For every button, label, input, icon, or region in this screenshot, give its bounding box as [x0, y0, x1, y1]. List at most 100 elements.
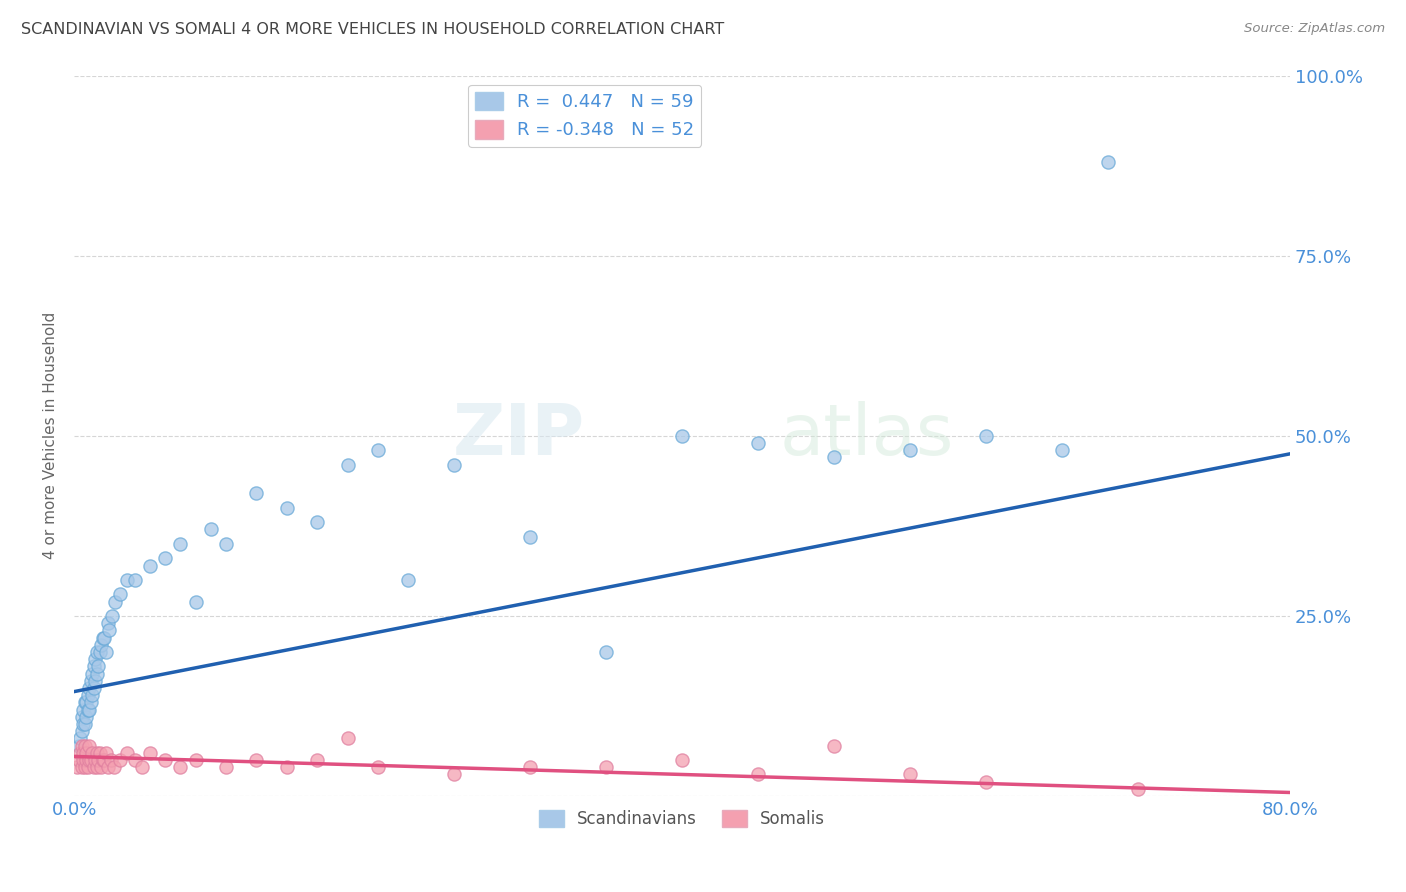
Point	[72, 717, 94, 731]
Point	[73, 739, 96, 753]
Point	[91, 631, 114, 645]
Point	[87, 659, 110, 673]
Point	[80, 753, 103, 767]
Point	[443, 458, 465, 472]
Point	[82, 746, 104, 760]
Point	[155, 551, 177, 566]
Point	[276, 500, 298, 515]
Point	[367, 443, 389, 458]
Point	[307, 516, 329, 530]
Point	[108, 753, 131, 767]
Point	[184, 753, 207, 767]
Point	[69, 731, 91, 746]
Point	[86, 746, 108, 760]
Point	[84, 753, 107, 767]
Text: ZIP: ZIP	[453, 401, 585, 470]
Point	[83, 659, 105, 673]
Point	[155, 753, 177, 767]
Point	[70, 710, 93, 724]
Point	[89, 645, 111, 659]
Point	[103, 760, 125, 774]
Point	[73, 760, 96, 774]
Point	[80, 695, 103, 709]
Point	[974, 774, 997, 789]
Point	[595, 760, 617, 774]
Point	[307, 753, 329, 767]
Point	[1050, 443, 1073, 458]
Point	[98, 624, 121, 638]
Point	[443, 767, 465, 781]
Point	[84, 652, 107, 666]
Point	[91, 753, 114, 767]
Point	[898, 767, 921, 781]
Point	[72, 746, 94, 760]
Point	[76, 760, 98, 774]
Text: Source: ZipAtlas.com: Source: ZipAtlas.com	[1244, 22, 1385, 36]
Point	[90, 638, 112, 652]
Point	[100, 753, 122, 767]
Text: atlas: atlas	[779, 401, 953, 470]
Point	[117, 573, 139, 587]
Point	[72, 753, 94, 767]
Point	[96, 616, 118, 631]
Point	[671, 753, 693, 767]
Point	[1097, 155, 1119, 169]
Point	[75, 753, 97, 767]
Point	[1126, 781, 1149, 796]
Point	[75, 695, 97, 709]
Point	[72, 703, 94, 717]
Point	[215, 537, 238, 551]
Point	[117, 746, 139, 760]
Point	[124, 753, 146, 767]
Point	[747, 767, 769, 781]
Point	[104, 594, 127, 608]
Point	[66, 760, 89, 774]
Point	[94, 645, 117, 659]
Point	[169, 537, 191, 551]
Point	[245, 753, 267, 767]
Point	[336, 731, 359, 746]
Point	[90, 760, 112, 774]
Point	[86, 666, 108, 681]
Point	[83, 760, 105, 774]
Point	[823, 739, 845, 753]
Point	[79, 739, 101, 753]
Point	[215, 760, 238, 774]
Point	[83, 681, 105, 695]
Point	[76, 688, 98, 702]
Point	[75, 746, 97, 760]
Point	[398, 573, 420, 587]
Point	[367, 760, 389, 774]
Point	[82, 688, 104, 702]
Point	[276, 760, 298, 774]
Point	[94, 746, 117, 760]
Point	[519, 530, 541, 544]
Point	[75, 710, 97, 724]
Point	[519, 760, 541, 774]
Point	[70, 724, 93, 739]
Point	[184, 594, 207, 608]
Point	[93, 631, 115, 645]
Point	[898, 443, 921, 458]
Text: SCANDINAVIAN VS SOMALI 4 OR MORE VEHICLES IN HOUSEHOLD CORRELATION CHART: SCANDINAVIAN VS SOMALI 4 OR MORE VEHICLE…	[21, 22, 724, 37]
Point	[124, 573, 146, 587]
Point	[73, 717, 96, 731]
Point	[69, 746, 91, 760]
Point	[73, 695, 96, 709]
Point	[70, 760, 93, 774]
Point	[139, 558, 162, 573]
Point	[79, 703, 101, 717]
Point	[80, 673, 103, 688]
Legend: Scandinavians, Somalis: Scandinavians, Somalis	[531, 803, 832, 835]
Point	[96, 760, 118, 774]
Point	[67, 739, 90, 753]
Point	[93, 753, 115, 767]
Point	[76, 703, 98, 717]
Point	[79, 681, 101, 695]
Point	[131, 760, 153, 774]
Point	[87, 753, 110, 767]
Point	[747, 436, 769, 450]
Y-axis label: 4 or more Vehicles in Household: 4 or more Vehicles in Household	[44, 312, 58, 559]
Point	[245, 486, 267, 500]
Point	[595, 645, 617, 659]
